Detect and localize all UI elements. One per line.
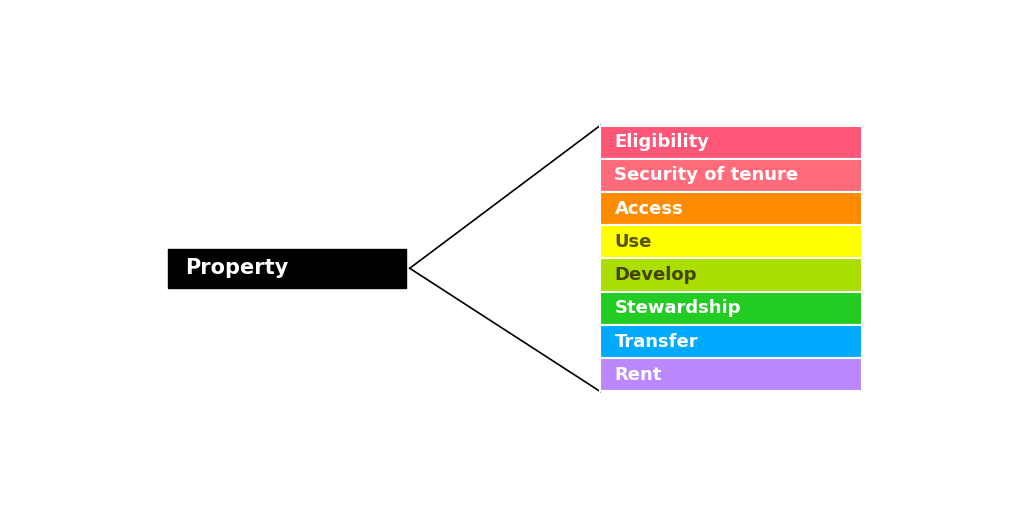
FancyBboxPatch shape (600, 125, 862, 158)
Text: Access: Access (614, 200, 683, 217)
Text: Property: Property (185, 258, 289, 278)
Text: Rent: Rent (614, 366, 662, 384)
FancyBboxPatch shape (600, 192, 862, 225)
Text: Stewardship: Stewardship (614, 299, 741, 318)
FancyBboxPatch shape (600, 259, 862, 292)
FancyBboxPatch shape (168, 249, 406, 288)
Text: Eligibility: Eligibility (614, 133, 710, 151)
Text: Use: Use (614, 233, 652, 251)
Text: Develop: Develop (614, 266, 697, 284)
FancyBboxPatch shape (600, 225, 862, 259)
Text: Transfer: Transfer (614, 333, 698, 351)
FancyBboxPatch shape (600, 358, 862, 392)
FancyBboxPatch shape (600, 158, 862, 192)
FancyBboxPatch shape (600, 292, 862, 325)
Text: Security of tenure: Security of tenure (614, 167, 799, 184)
FancyBboxPatch shape (600, 325, 862, 358)
